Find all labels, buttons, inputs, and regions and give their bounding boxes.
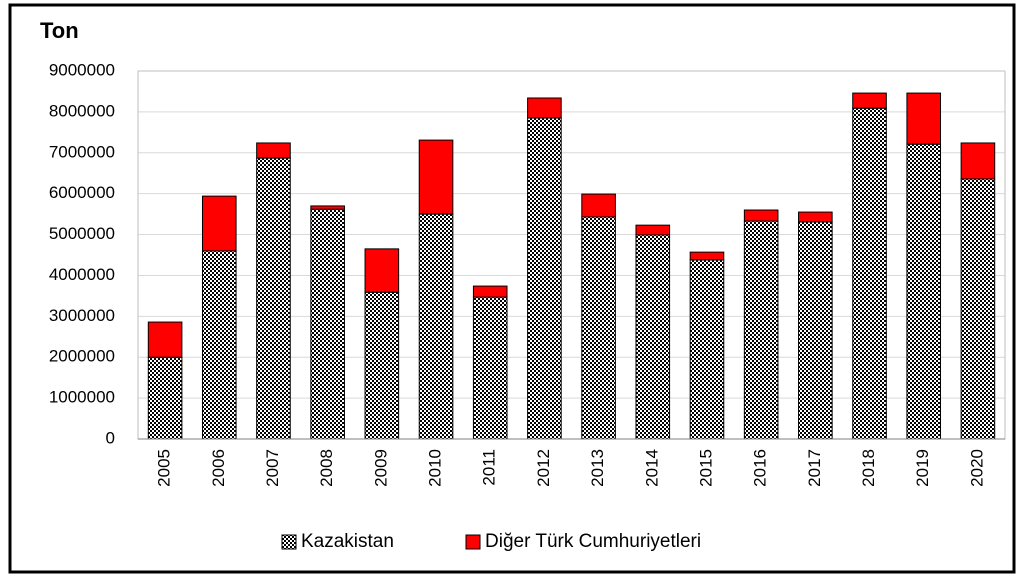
bar-segment xyxy=(201,250,237,440)
bar-segment xyxy=(472,285,508,298)
x-tick-label: 2019 xyxy=(913,449,932,487)
bar-segment xyxy=(581,216,616,440)
bar-segment xyxy=(527,97,562,119)
y-tick-label: 6000000 xyxy=(49,183,115,202)
bar-segment xyxy=(689,259,725,440)
y-tick-label: 5000000 xyxy=(49,224,115,243)
x-tick-label: 2006 xyxy=(209,449,228,487)
x-tick-label: 2017 xyxy=(805,449,824,487)
x-tick-label: 2012 xyxy=(534,449,553,487)
legend-swatch xyxy=(465,534,481,550)
bar-segment xyxy=(689,251,725,261)
y-tick-label: 2000000 xyxy=(49,347,115,366)
bar-segment xyxy=(906,92,942,145)
x-tick-label: 2007 xyxy=(263,449,282,487)
bar-segment xyxy=(852,92,887,109)
bar-segment xyxy=(256,157,291,440)
y-tick-label: 4000000 xyxy=(49,265,115,284)
bar-segment xyxy=(147,321,183,358)
y-tick-label: 0 xyxy=(106,428,115,447)
bar-segment xyxy=(906,143,942,440)
x-tick-label: 2010 xyxy=(426,449,445,487)
y-tick-label: 3000000 xyxy=(49,306,115,325)
legend-swatch xyxy=(281,534,297,550)
y-tick-label: 1000000 xyxy=(49,388,115,407)
bar-segment xyxy=(201,195,237,252)
bar-segment xyxy=(960,178,996,440)
bar-segment xyxy=(310,205,345,210)
bar-segment xyxy=(635,234,671,440)
bar-segment xyxy=(527,117,562,440)
x-tick-label: 2020 xyxy=(967,449,986,487)
bar-segment xyxy=(852,107,887,440)
bar-segment xyxy=(364,291,400,440)
x-tick-label: 2005 xyxy=(155,449,174,487)
bar-segment xyxy=(147,356,183,440)
bar-segment xyxy=(798,221,833,440)
chart-title: Ton xyxy=(40,18,79,43)
bar-segment xyxy=(418,213,454,440)
y-tick-label: 9000000 xyxy=(49,60,115,79)
x-tick-label: 2014 xyxy=(642,449,661,487)
x-tick-label: 2009 xyxy=(371,449,390,487)
bar-segment xyxy=(743,209,779,222)
bar-segment xyxy=(364,248,400,293)
x-tick-label: 2013 xyxy=(588,449,607,487)
bar-segment xyxy=(418,139,454,215)
bar-segment xyxy=(581,193,616,218)
bar-segment xyxy=(472,296,508,440)
y-tick-label: 8000000 xyxy=(49,101,115,120)
bar-segment xyxy=(743,220,779,440)
bar-segment xyxy=(798,211,833,223)
x-tick-label: 2011 xyxy=(480,449,499,486)
x-tick-label: 2008 xyxy=(317,449,336,487)
bar-segment xyxy=(960,142,996,180)
bar-segment xyxy=(635,224,671,236)
x-tick-label: 2015 xyxy=(696,449,715,487)
legend-label: Diğer Türk Cumhuriyetleri xyxy=(485,531,701,552)
y-tick-label: 7000000 xyxy=(49,142,115,161)
bar-segment xyxy=(256,142,291,159)
bar-segment xyxy=(310,208,345,440)
legend-label: Kazakistan xyxy=(301,531,394,552)
x-tick-label: 2016 xyxy=(751,449,770,487)
chart-frame xyxy=(8,3,1016,574)
x-tick-label: 2018 xyxy=(859,449,878,487)
